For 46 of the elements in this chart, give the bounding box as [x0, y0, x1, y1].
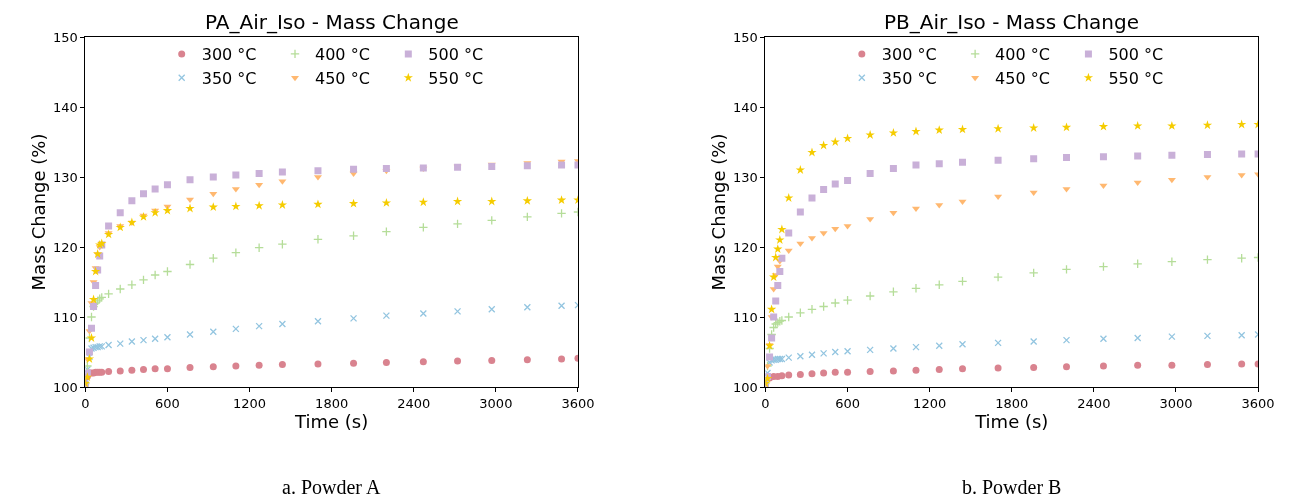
text: b. Powder B: [962, 476, 1062, 498]
y-tick-label: 100: [733, 379, 758, 395]
x-tick-label: 0: [81, 395, 90, 411]
y-tick-label: 110: [733, 309, 758, 325]
y-tick-label: 100: [52, 379, 78, 395]
legend-label: 500 °C: [1108, 45, 1164, 65]
chart-title: PA_Air_Iso - Mass Change: [205, 10, 459, 34]
legend-label: 400 °C: [995, 45, 1050, 65]
chart-title: PB_Air_Iso - Mass Change: [884, 10, 1140, 34]
x-tick-label: 1800: [995, 395, 1029, 411]
y-tick-label: 130: [52, 169, 78, 185]
legend-label: 350 °C: [201, 68, 257, 88]
x-tick-label: 0: [761, 395, 770, 411]
legend-label: 400 °C: [315, 45, 370, 65]
y-tick-label: 130: [733, 169, 758, 185]
x-tick-label: 1800: [315, 395, 349, 411]
legend-label: 500 °C: [428, 45, 484, 65]
x-tick-label: 3600: [561, 395, 595, 411]
y-tick-label: 110: [52, 309, 78, 325]
y-tick-label: 140: [733, 99, 758, 115]
y-axis-title: Mass Change (%): [708, 133, 730, 291]
text: a. Powder A: [282, 476, 381, 498]
x-axis-title: Time (s): [294, 410, 369, 432]
y-tick-label: 150: [733, 29, 758, 45]
x-tick-label: 1200: [233, 395, 267, 411]
legend-label: 300 °C: [201, 45, 257, 65]
legend-label: 450 °C: [995, 68, 1050, 88]
x-tick-label: 600: [155, 395, 180, 411]
y-tick-label: 150: [52, 29, 78, 45]
x-tick-label: 3600: [1241, 395, 1275, 411]
x-tick-label: 3000: [479, 395, 513, 411]
x-tick-label: 600: [835, 395, 860, 411]
legend-label: 550 °C: [428, 68, 484, 88]
legend-label: 450 °C: [315, 68, 370, 88]
legend-label: 350 °C: [881, 68, 937, 88]
y-tick-label: 140: [52, 99, 78, 115]
y-tick-label: 120: [733, 239, 758, 255]
x-tick-label: 1200: [913, 395, 947, 411]
x-tick-label: 3000: [1159, 395, 1193, 411]
legend-label: 550 °C: [1108, 68, 1164, 88]
y-tick-label: 120: [52, 239, 78, 255]
y-axis-title: Mass Change (%): [28, 133, 50, 291]
legend-label: 300 °C: [881, 45, 937, 65]
x-axis-title: Time (s): [974, 410, 1049, 432]
x-tick-label: 2400: [1077, 395, 1111, 411]
x-tick-label: 2400: [397, 395, 431, 411]
